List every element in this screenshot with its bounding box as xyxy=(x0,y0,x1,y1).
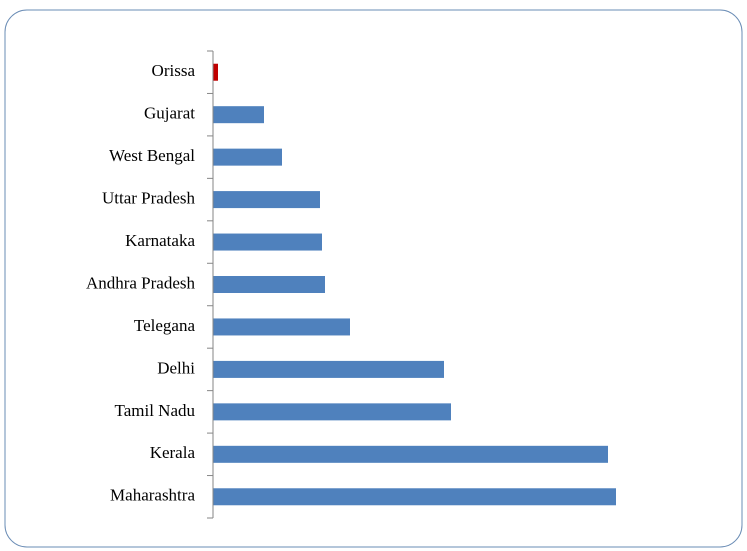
bar xyxy=(213,403,451,421)
bar xyxy=(213,488,616,506)
y-tick-label: Karnataka xyxy=(125,231,195,250)
y-tick-label: Telegana xyxy=(134,316,196,335)
bar xyxy=(213,148,282,166)
chart-frame xyxy=(4,9,743,548)
y-tick-label: Tamil Nadu xyxy=(115,401,196,420)
bar xyxy=(213,445,608,463)
y-tick-label: West Bengal xyxy=(109,146,195,165)
y-tick-label: Orissa xyxy=(152,61,196,80)
bar xyxy=(213,276,325,293)
bar xyxy=(213,233,322,251)
y-tick-label: Delhi xyxy=(157,358,195,377)
bar xyxy=(213,106,264,124)
y-tick-label: Andhra Pradesh xyxy=(86,273,196,292)
y-tick-label: Gujarat xyxy=(144,104,195,123)
bar xyxy=(213,191,320,209)
bar xyxy=(213,63,218,81)
bar xyxy=(213,318,350,336)
y-tick-label: Maharashtra xyxy=(110,486,195,505)
bar xyxy=(213,360,444,378)
y-tick-label: Uttar Pradesh xyxy=(102,188,196,207)
y-tick-label: Kerala xyxy=(150,443,196,462)
